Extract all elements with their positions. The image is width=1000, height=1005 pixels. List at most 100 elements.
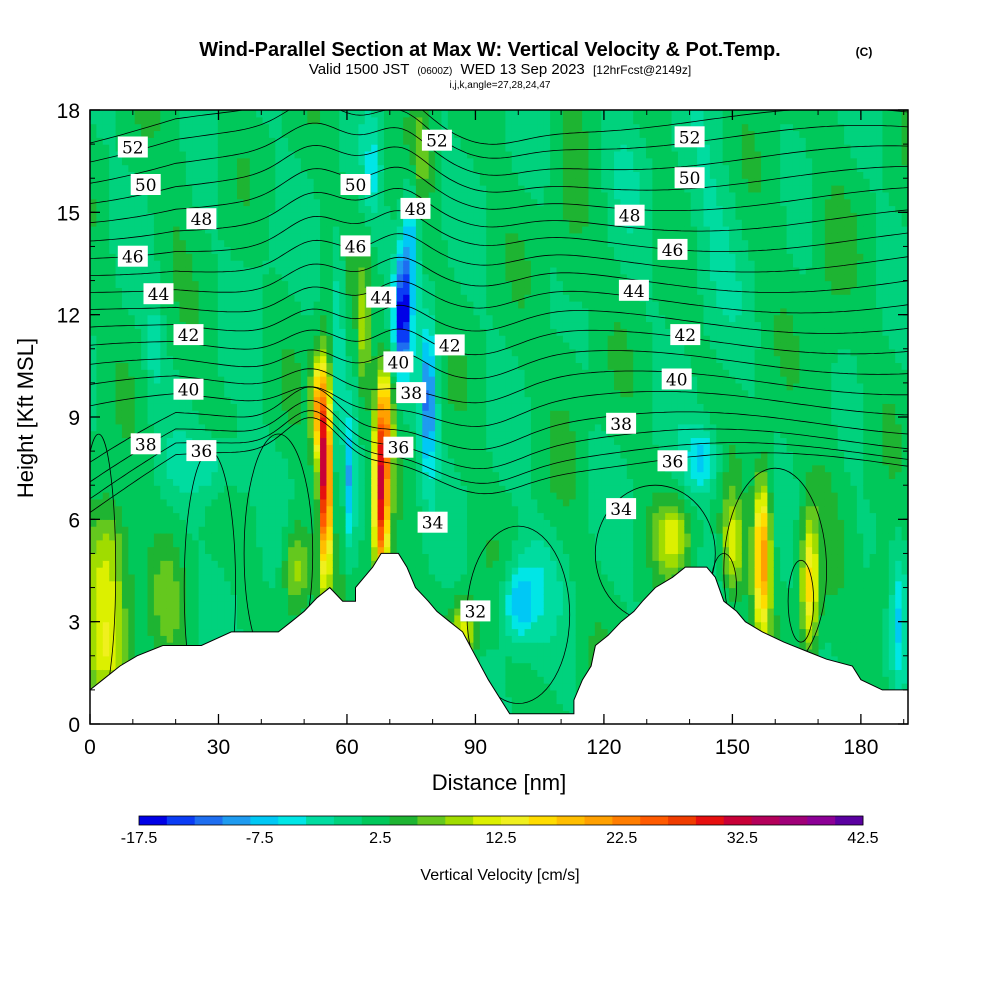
field-cell	[435, 287, 443, 295]
field-cell	[115, 457, 123, 466]
field-cell	[121, 171, 129, 179]
field-cell	[230, 287, 238, 295]
field-cell	[90, 546, 97, 555]
field-cell	[352, 341, 360, 350]
field-cell	[236, 185, 244, 193]
field-cell	[173, 396, 181, 404]
field-cell	[134, 328, 142, 336]
field-cell	[332, 539, 340, 548]
field-cell	[90, 116, 97, 125]
field-cell	[153, 512, 161, 520]
field-cell	[415, 239, 423, 248]
field-cell	[179, 492, 187, 500]
field-cell	[371, 137, 379, 145]
field-cell	[109, 321, 117, 329]
field-cell	[96, 587, 104, 595]
field-cell	[256, 532, 264, 541]
field-cell	[109, 341, 117, 350]
field-cell	[224, 512, 232, 520]
field-cell	[185, 301, 193, 309]
field-cell	[217, 444, 225, 452]
field-cell	[320, 314, 328, 323]
field-cell	[371, 410, 379, 418]
field-cell	[358, 301, 366, 309]
field-cell	[230, 526, 238, 534]
field-cell	[166, 410, 174, 418]
field-cell	[102, 553, 110, 561]
field-cell	[262, 546, 270, 555]
field-cell	[268, 294, 276, 302]
field-cell	[224, 608, 232, 616]
field-cell	[371, 144, 379, 152]
field-cell	[115, 437, 123, 445]
field-cell	[332, 137, 340, 145]
field-cell	[326, 198, 334, 207]
field-cell	[377, 171, 385, 179]
field-cell	[192, 130, 200, 138]
field-cell	[211, 341, 219, 350]
field-cell	[96, 144, 104, 152]
field-cell	[326, 410, 334, 418]
field-cell	[90, 287, 97, 295]
field-cell	[358, 567, 366, 575]
field-cell	[217, 601, 225, 609]
field-cell	[262, 130, 270, 138]
field-cell	[147, 335, 155, 343]
field-cell	[358, 273, 366, 282]
field-cell	[320, 205, 328, 213]
field-cell	[173, 116, 181, 125]
field-cell	[352, 512, 360, 520]
field-cell	[294, 178, 302, 186]
field-cell	[275, 601, 283, 609]
field-cell	[128, 526, 136, 534]
field-cell	[339, 301, 347, 309]
field-cell	[96, 123, 104, 132]
field-cell	[224, 437, 232, 445]
field-cell	[102, 396, 110, 404]
field-cell	[109, 232, 117, 241]
field-cell	[262, 328, 270, 336]
field-cell	[435, 260, 443, 268]
field-cell	[313, 123, 321, 132]
field-cell	[313, 348, 321, 357]
field-cell	[198, 191, 206, 200]
field-cell	[230, 464, 238, 473]
field-cell	[236, 253, 244, 261]
field-cell	[339, 328, 347, 336]
field-cell	[160, 505, 168, 514]
field-cell	[390, 532, 398, 541]
field-cell	[147, 532, 155, 541]
field-cell	[332, 464, 340, 473]
field-cell	[364, 116, 372, 125]
field-cell	[428, 587, 436, 595]
field-cell	[313, 362, 321, 370]
field-cell	[243, 417, 251, 425]
field-cell	[166, 150, 174, 159]
field-cell	[383, 110, 391, 118]
field-cell	[307, 157, 315, 166]
field-cell	[307, 144, 315, 152]
field-cell	[435, 219, 443, 227]
field-cell	[179, 157, 187, 166]
field-cell	[179, 532, 187, 541]
field-cell	[205, 150, 213, 159]
field-cell	[243, 396, 251, 404]
field-cell	[415, 294, 423, 302]
field-cell	[96, 423, 104, 432]
field-cell	[249, 417, 257, 425]
field-cell	[121, 471, 129, 479]
field-cell	[121, 130, 129, 138]
field-cell	[147, 403, 155, 411]
field-cell	[230, 144, 238, 152]
field-cell	[153, 348, 161, 357]
field-cell	[230, 280, 238, 288]
field-cell	[102, 348, 110, 357]
field-cell	[422, 355, 430, 364]
field-cell	[230, 430, 238, 439]
field-cell	[96, 130, 104, 138]
field-cell	[115, 301, 123, 309]
field-cell	[217, 137, 225, 145]
field-cell	[422, 532, 430, 541]
field-cell	[192, 191, 200, 200]
field-cell	[134, 471, 142, 479]
